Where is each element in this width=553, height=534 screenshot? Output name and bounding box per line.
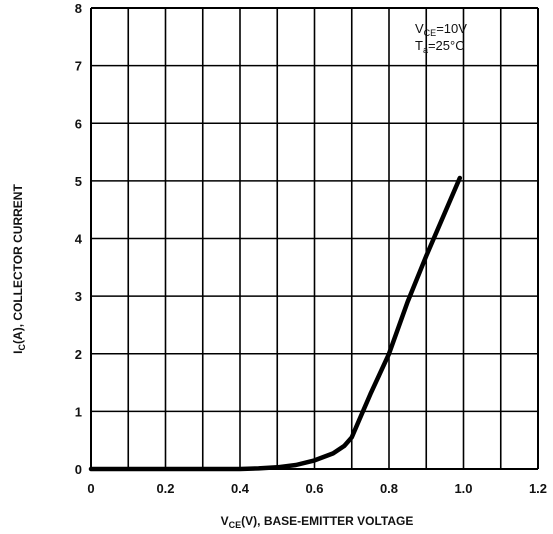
annotation-vce: VCE=10V — [415, 21, 467, 38]
x-tick-label: 0.4 — [231, 481, 250, 496]
annotation-box: VCE=10V Ta=25°C — [415, 21, 467, 55]
y-tick-label: 6 — [75, 116, 82, 131]
grid — [90, 7, 539, 470]
annotation-ta: Ta=25°C — [415, 38, 465, 55]
x-tick-label: 1.2 — [529, 481, 547, 496]
y-tick-label: 1 — [75, 404, 82, 419]
y-tick-label: 2 — [75, 347, 82, 362]
y-tick-labels: 0 1 2 3 4 5 6 7 8 — [75, 1, 83, 477]
y-tick-label: 0 — [75, 462, 82, 477]
x-tick-label: 0 — [87, 481, 94, 496]
series-line — [88, 175, 463, 472]
x-tick-label: 1.0 — [454, 481, 472, 496]
y-tick-label: 5 — [75, 174, 82, 189]
x-axis-label: VCE(V), BASE-EMITTER VOLTAGE — [221, 514, 414, 530]
x-tick-label: 0.8 — [380, 481, 398, 496]
y-tick-label: 8 — [75, 1, 82, 16]
y-axis-label: IC(A), COLLECTOR CURRENT — [11, 184, 27, 354]
y-tick-label: 7 — [75, 59, 82, 74]
y-tick-label: 4 — [75, 232, 83, 247]
x-tick-label: 0.6 — [305, 481, 323, 496]
x-tick-labels: 0 0.2 0.4 0.6 0.8 1.0 1.2 — [87, 481, 547, 496]
x-tick-label: 0.2 — [156, 481, 174, 496]
y-tick-label: 3 — [75, 289, 82, 304]
